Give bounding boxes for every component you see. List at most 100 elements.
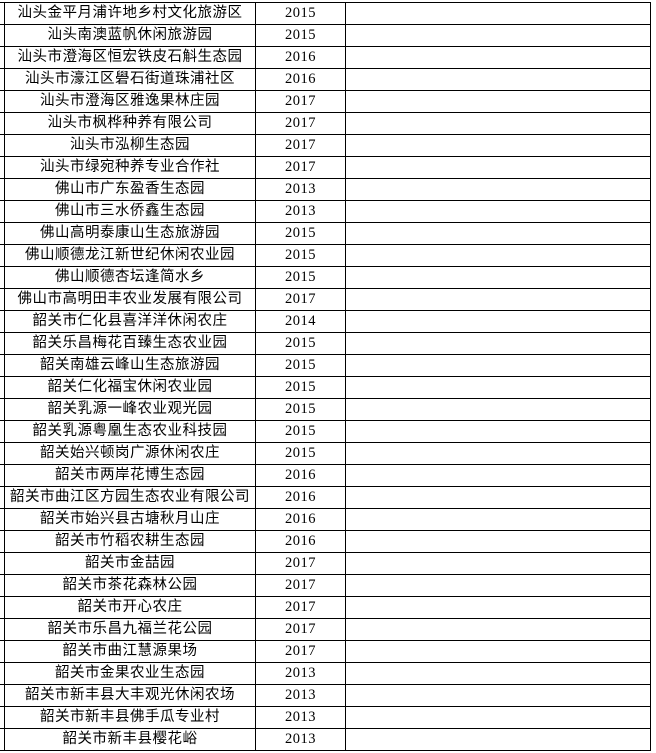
designation-year-cell: 2015: [255, 332, 346, 355]
designation-year-cell: 2016: [255, 46, 346, 69]
designation-year-cell: 2017: [255, 618, 346, 641]
empty-cell: [345, 156, 651, 179]
site-name-cell: 韶关市竹稻农耕生态园: [4, 530, 256, 553]
table-row: 汕头市澄海区恒宏铁皮石斛生态园 2016: [0, 46, 651, 69]
designation-year-cell: 2015: [255, 24, 346, 47]
table-row: 汕头市澄海区雅逸果林庄园 2017: [0, 90, 651, 113]
designation-year-cell: 2013: [255, 200, 346, 223]
table-row: 汕头市枫桦种养有限公司 2017: [0, 112, 651, 135]
site-name-cell: 韶关市新丰县大丰观光休闲农场: [4, 684, 256, 707]
designation-year-cell: 2017: [255, 134, 346, 157]
designation-year-cell: 2017: [255, 112, 346, 135]
empty-cell: [345, 728, 651, 751]
site-name-cell: 汕头市枫桦种养有限公司: [4, 112, 256, 135]
site-name-cell: 佛山市三水侨鑫生态园: [4, 200, 256, 223]
empty-cell: [345, 618, 651, 641]
site-name-cell: 韶关乳源粤凰生态农业科技园: [4, 420, 256, 443]
site-name-cell: 韶关市仁化县喜洋洋休闲农庄: [4, 310, 256, 333]
table-row: 汕头金平月浦许地乡村文化旅游区 2015: [0, 2, 651, 25]
table-row: 佛山顺德杏坛逢简水乡 2015: [0, 266, 651, 289]
empty-cell: [345, 200, 651, 223]
empty-cell: [345, 310, 651, 333]
designation-year-cell: 2015: [255, 354, 346, 377]
table-row: 韶关市新丰县樱花峪 2013: [0, 728, 651, 751]
designation-year-cell: 2013: [255, 178, 346, 201]
site-name-cell: 韶关南雄云峰山生态旅游园: [4, 354, 256, 377]
designation-year-cell: 2016: [255, 486, 346, 509]
table-row: 佛山市高明田丰农业发展有限公司 2017: [0, 288, 651, 311]
designation-year-cell: 2013: [255, 706, 346, 729]
empty-cell: [345, 178, 651, 201]
site-name-cell: 韶关市金果农业生态园: [4, 662, 256, 685]
table-row: 韶关始兴顿岗广源休闲农庄 2015: [0, 442, 651, 465]
table-row: 韶关市两岸花博生态园 2016: [0, 464, 651, 487]
site-name-cell: 韶关市曲江区方园生态农业有限公司: [4, 486, 256, 509]
table-row: 汕头市泓柳生态园 2017: [0, 134, 651, 157]
site-name-cell: 佛山高明泰康山生态旅游园: [4, 222, 256, 245]
empty-cell: [345, 244, 651, 267]
designation-year-cell: 2017: [255, 288, 346, 311]
table-row: 韶关乐昌梅花百臻生态农业园 2015: [0, 332, 651, 355]
empty-cell: [345, 552, 651, 575]
table-row: 韶关仁化福宝休闲农业园 2015: [0, 376, 651, 399]
site-name-cell: 韶关市新丰县樱花峪: [4, 728, 256, 751]
empty-cell: [345, 508, 651, 531]
empty-cell: [345, 398, 651, 421]
designation-year-cell: 2017: [255, 596, 346, 619]
site-name-cell: 韶关仁化福宝休闲农业园: [4, 376, 256, 399]
designation-year-cell: 2017: [255, 640, 346, 663]
table-row: 韶关市仁化县喜洋洋休闲农庄 2014: [0, 310, 651, 333]
site-name-cell: 佛山顺德龙江新世纪休闲农业园: [4, 244, 256, 267]
table-row: 韶关市金喆园 2017: [0, 552, 651, 575]
table-row: 佛山市三水侨鑫生态园 2013: [0, 200, 651, 223]
table-row: 韶关乳源粤凰生态农业科技园 2015: [0, 420, 651, 443]
empty-cell: [345, 464, 651, 487]
site-name-cell: 汕头金平月浦许地乡村文化旅游区: [4, 2, 256, 25]
table-row: 韶关市开心农庄 2017: [0, 596, 651, 619]
table-row: 韶关市茶花森林公园 2017: [0, 574, 651, 597]
table-row: 韶关市乐昌九福兰花公园 2017: [0, 618, 651, 641]
table-row: 佛山市广东盈香生态园 2013: [0, 178, 651, 201]
table-row: 韶关市新丰县大丰观光休闲农场 2013: [0, 684, 651, 707]
empty-cell: [345, 442, 651, 465]
designation-year-cell: 2014: [255, 310, 346, 333]
table-row: 汕头市绿宛种养专业合作社 2017: [0, 156, 651, 179]
empty-cell: [345, 24, 651, 47]
empty-cell: [345, 2, 651, 25]
designation-year-cell: 2013: [255, 662, 346, 685]
site-name-cell: 汕头南澳蓝帆休闲旅游园: [4, 24, 256, 47]
site-name-cell: 佛山顺德杏坛逢简水乡: [4, 266, 256, 289]
empty-cell: [345, 266, 651, 289]
site-name-cell: 汕头市澄海区雅逸果林庄园: [4, 90, 256, 113]
table-row: 汕头市濠江区礐石街道珠浦社区 2016: [0, 68, 651, 91]
table-row: 韶关市新丰县佛手瓜专业村 2013: [0, 706, 651, 729]
empty-cell: [345, 332, 651, 355]
site-name-cell: 汕头市澄海区恒宏铁皮石斛生态园: [4, 46, 256, 69]
empty-cell: [345, 486, 651, 509]
empty-cell: [345, 530, 651, 553]
empty-cell: [345, 640, 651, 663]
empty-cell: [345, 684, 651, 707]
site-name-cell: 韶关市茶花森林公园: [4, 574, 256, 597]
site-name-cell: 韶关市两岸花博生态园: [4, 464, 256, 487]
site-name-cell: 韶关市乐昌九福兰花公园: [4, 618, 256, 641]
site-name-cell: 韶关始兴顿岗广源休闲农庄: [4, 442, 256, 465]
designation-year-cell: 2017: [255, 552, 346, 575]
empty-cell: [345, 68, 651, 91]
site-name-cell: 韶关市新丰县佛手瓜专业村: [4, 706, 256, 729]
site-name-cell: 汕头市濠江区礐石街道珠浦社区: [4, 68, 256, 91]
table-row: 汕头南澳蓝帆休闲旅游园 2015: [0, 24, 651, 47]
site-name-cell: 韶关市金喆园: [4, 552, 256, 575]
table-row: 佛山高明泰康山生态旅游园 2015: [0, 222, 651, 245]
table-row: 韶关乳源一峰农业观光园 2015: [0, 398, 651, 421]
empty-cell: [345, 288, 651, 311]
table-row: 韶关南雄云峰山生态旅游园 2015: [0, 354, 651, 377]
empty-cell: [345, 420, 651, 443]
empty-cell: [345, 90, 651, 113]
empty-cell: [345, 574, 651, 597]
empty-cell: [345, 596, 651, 619]
designation-year-cell: 2015: [255, 222, 346, 245]
empty-cell: [345, 134, 651, 157]
